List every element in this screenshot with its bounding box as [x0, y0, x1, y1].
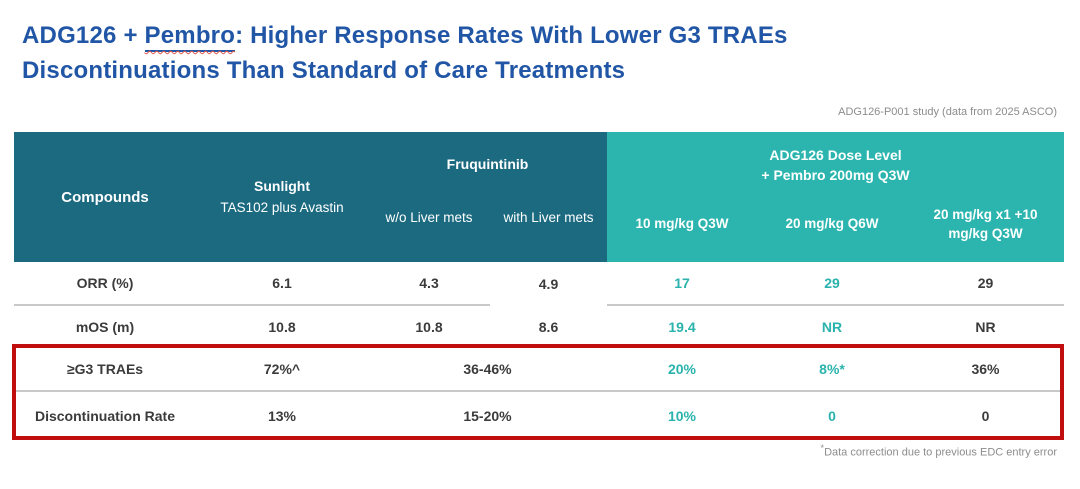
header-col-10mgkg-q3w: 10 mg/kg Q3W [635, 216, 729, 231]
title-pembro-underline: Pembro [144, 22, 236, 52]
disc-adg-mixed-dose: 0 [981, 407, 990, 424]
orr-adg-10mgkg: 17 [607, 262, 757, 306]
table-row-orr: ORR (%) 6.1 4.3 4.9 17 29 29 [14, 262, 1064, 306]
study-caption: ADG126-P001 study (data from 2025 ASCO) [838, 106, 1057, 118]
header-compounds: Compounds [61, 188, 149, 206]
header-col-20mgkg-x1-10mgkg-q3w: 20 mg/kg x1 +10 mg/kg Q3W [933, 206, 1038, 241]
table-row-mos: mOS (m) 10.8 10.8 8.6 19.4 NR NR [14, 306, 1064, 348]
header-adg126-title-line2: + Pembro 200mg Q3W [761, 167, 910, 183]
mos-sunlight: 10.8 [268, 318, 296, 335]
orr-adg-20mgkg: 29 [757, 262, 907, 306]
row-label-mos: mOS (m) [75, 318, 135, 335]
footnote: *Data correction due to previous EDC ent… [821, 443, 1057, 459]
page-title: ADG126 + Pembro: Higher Response Rates W… [22, 18, 1032, 88]
header-sunlight: Sunlight TAS102 plus Avastin [196, 132, 368, 262]
mos-adg-20mgkg: NR [821, 318, 843, 335]
footnote-asterisk: * [820, 443, 825, 453]
table-row-g3-traes: ≥G3 TRAEs 72%^ 36-46% 20% 8%* 36% [14, 348, 1064, 392]
disc-adg-10mgkg: 10% [667, 407, 697, 424]
g3-adg-10mgkg: 20% [607, 348, 757, 392]
header-col-without-liver-mets: w/o Liver mets [385, 209, 473, 225]
row-label-discontinuation: Discontinuation Rate [34, 407, 175, 424]
header-fruquintinib: Fruquintinib w/o Liver mets with Liver m… [368, 132, 607, 262]
title-pembro-text: Pembro [144, 22, 236, 49]
disc-fruq-combined: 15-20% [463, 407, 512, 424]
g3-fruq-combined: 36-46% [368, 348, 607, 392]
header-sunlight-title: Sunlight [254, 178, 310, 194]
disc-sunlight: 13% [267, 407, 297, 424]
row-label-orr: ORR (%) [14, 262, 196, 306]
header-adg126-subcolumns: 10 mg/kg Q3W 20 mg/kg Q6W 20 mg/kg x1 +1… [607, 185, 1064, 262]
header-fruquintinib-subcolumns: w/o Liver mets with Liver mets [368, 172, 607, 262]
table-header: Compounds Sunlight TAS102 plus Avastin F… [14, 132, 1064, 262]
mos-adg-10mgkg: 19.4 [668, 318, 696, 335]
orr-fruq-with-liver-mets: 4.9 [538, 275, 559, 292]
g3-adg-20mgkg: 8%* [757, 348, 907, 392]
header-adg126-group: ADG126 Dose Level + Pembro 200mg Q3W 10 … [607, 132, 1064, 262]
row-label-g3-traes: ≥G3 TRAEs [14, 348, 196, 392]
mos-adg-mixed-dose: NR [975, 318, 996, 335]
header-adg126-title-line1: ADG126 Dose Level [769, 147, 902, 163]
g3-sunlight: 72%^ [196, 348, 368, 392]
g3-adg-mixed-dose: 36% [907, 348, 1064, 392]
header-adg126-title: ADG126 Dose Level + Pembro 200mg Q3W [607, 145, 1064, 185]
header-col-with-liver-mets: with Liver mets [503, 209, 594, 225]
comparison-table: Compounds Sunlight TAS102 plus Avastin F… [14, 132, 1064, 440]
orr-sunlight: 6.1 [196, 262, 368, 306]
title-suffix: : Higher Response Rates With Lower G3 TR… [235, 22, 788, 49]
orr-adg-mixed-dose: 29 [907, 262, 1064, 306]
title-line2: Discontinuations Than Standard of Care T… [22, 57, 626, 84]
header-sunlight-sub: TAS102 plus Avastin [220, 200, 344, 215]
disc-adg-20mgkg: 0 [828, 407, 836, 424]
title-prefix: ADG126 + [22, 22, 145, 49]
header-col-20mgkg-q6w: 20 mg/kg Q6W [785, 216, 879, 231]
header-standard-of-care: Compounds Sunlight TAS102 plus Avastin F… [14, 132, 607, 262]
header-fruquintinib-title: Fruquintinib [446, 156, 529, 172]
footnote-text: Data correction due to previous EDC entr… [824, 446, 1057, 459]
mos-fruq-with-liver-mets: 8.6 [538, 318, 559, 335]
table-row-discontinuation: Discontinuation Rate 13% 15-20% 10% 0 0 [14, 392, 1064, 440]
orr-fruq-wo-liver-mets: 4.3 [368, 262, 490, 306]
mos-fruq-wo-liver-mets: 10.8 [415, 318, 443, 335]
